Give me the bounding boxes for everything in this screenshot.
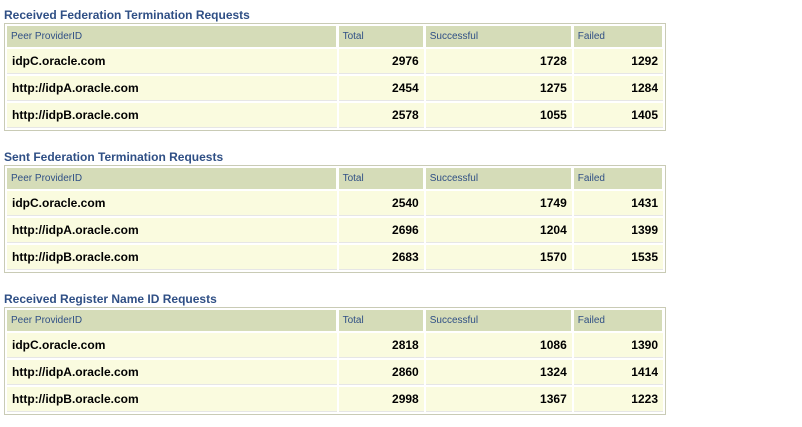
failed-cell: 1399 — [573, 218, 663, 243]
total-cell: 2578 — [338, 103, 424, 128]
table-row: http://idpA.oracle.com 2454 1275 1284 — [7, 76, 663, 101]
successful-cell: 1749 — [425, 191, 572, 216]
table-header-row: Peer ProviderID Total Successful Failed — [7, 310, 663, 331]
total-cell: 2454 — [338, 76, 424, 101]
peer-cell: idpC.oracle.com — [7, 191, 337, 216]
failed-cell: 1284 — [573, 76, 663, 101]
failed-cell: 1431 — [573, 191, 663, 216]
column-header-peer: Peer ProviderID — [7, 310, 337, 331]
stats-table: Peer ProviderID Total Successful Failed … — [4, 23, 666, 131]
column-header-peer: Peer ProviderID — [7, 168, 337, 189]
total-cell: 2540 — [338, 191, 424, 216]
section-title: Received Register Name ID Requests — [4, 292, 217, 306]
column-header-total: Total — [338, 310, 424, 331]
section-title: Sent Federation Termination Requests — [4, 150, 224, 164]
peer-cell: http://idpA.oracle.com — [7, 76, 337, 101]
total-cell: 2818 — [338, 333, 424, 358]
table-row: http://idpA.oracle.com 2696 1204 1399 — [7, 218, 663, 243]
column-header-failed: Failed — [573, 310, 663, 331]
successful-cell: 1275 — [425, 76, 572, 101]
column-header-failed: Failed — [573, 168, 663, 189]
failed-cell: 1390 — [573, 333, 663, 358]
stats-table: Peer ProviderID Total Successful Failed … — [4, 165, 666, 273]
table-header-row: Peer ProviderID Total Successful Failed — [7, 26, 663, 47]
total-cell: 2683 — [338, 245, 424, 270]
received-register-name-id-section: Received Register Name ID Requests Peer … — [4, 292, 666, 415]
column-header-successful: Successful — [425, 26, 572, 47]
section-title: Received Federation Termination Requests — [4, 8, 250, 22]
total-cell: 2976 — [338, 49, 424, 74]
column-header-total: Total — [338, 168, 424, 189]
column-header-total: Total — [338, 26, 424, 47]
table-header-row: Peer ProviderID Total Successful Failed — [7, 168, 663, 189]
column-header-successful: Successful — [425, 310, 572, 331]
successful-cell: 1728 — [425, 49, 572, 74]
successful-cell: 1204 — [425, 218, 572, 243]
peer-cell: http://idpB.oracle.com — [7, 387, 337, 412]
peer-cell: idpC.oracle.com — [7, 333, 337, 358]
failed-cell: 1405 — [573, 103, 663, 128]
successful-cell: 1324 — [425, 360, 572, 385]
table-row: idpC.oracle.com 2976 1728 1292 — [7, 49, 663, 74]
failed-cell: 1292 — [573, 49, 663, 74]
table-row: http://idpA.oracle.com 2860 1324 1414 — [7, 360, 663, 385]
table-row: idpC.oracle.com 2818 1086 1390 — [7, 333, 663, 358]
peer-cell: http://idpB.oracle.com — [7, 245, 337, 270]
total-cell: 2860 — [338, 360, 424, 385]
failed-cell: 1223 — [573, 387, 663, 412]
peer-cell: http://idpA.oracle.com — [7, 218, 337, 243]
sent-federation-termination-section: Sent Federation Termination Requests Pee… — [4, 150, 666, 273]
successful-cell: 1086 — [425, 333, 572, 358]
total-cell: 2998 — [338, 387, 424, 412]
successful-cell: 1570 — [425, 245, 572, 270]
peer-cell: http://idpB.oracle.com — [7, 103, 337, 128]
peer-cell: idpC.oracle.com — [7, 49, 337, 74]
peer-cell: http://idpA.oracle.com — [7, 360, 337, 385]
successful-cell: 1367 — [425, 387, 572, 412]
failed-cell: 1535 — [573, 245, 663, 270]
column-header-failed: Failed — [573, 26, 663, 47]
stats-table: Peer ProviderID Total Successful Failed … — [4, 307, 666, 415]
failed-cell: 1414 — [573, 360, 663, 385]
column-header-successful: Successful — [425, 168, 572, 189]
received-federation-termination-section: Received Federation Termination Requests… — [4, 8, 666, 131]
table-row: http://idpB.oracle.com 2578 1055 1405 — [7, 103, 663, 128]
table-row: idpC.oracle.com 2540 1749 1431 — [7, 191, 663, 216]
total-cell: 2696 — [338, 218, 424, 243]
table-row: http://idpB.oracle.com 2683 1570 1535 — [7, 245, 663, 270]
column-header-peer: Peer ProviderID — [7, 26, 337, 47]
table-row: http://idpB.oracle.com 2998 1367 1223 — [7, 387, 663, 412]
successful-cell: 1055 — [425, 103, 572, 128]
